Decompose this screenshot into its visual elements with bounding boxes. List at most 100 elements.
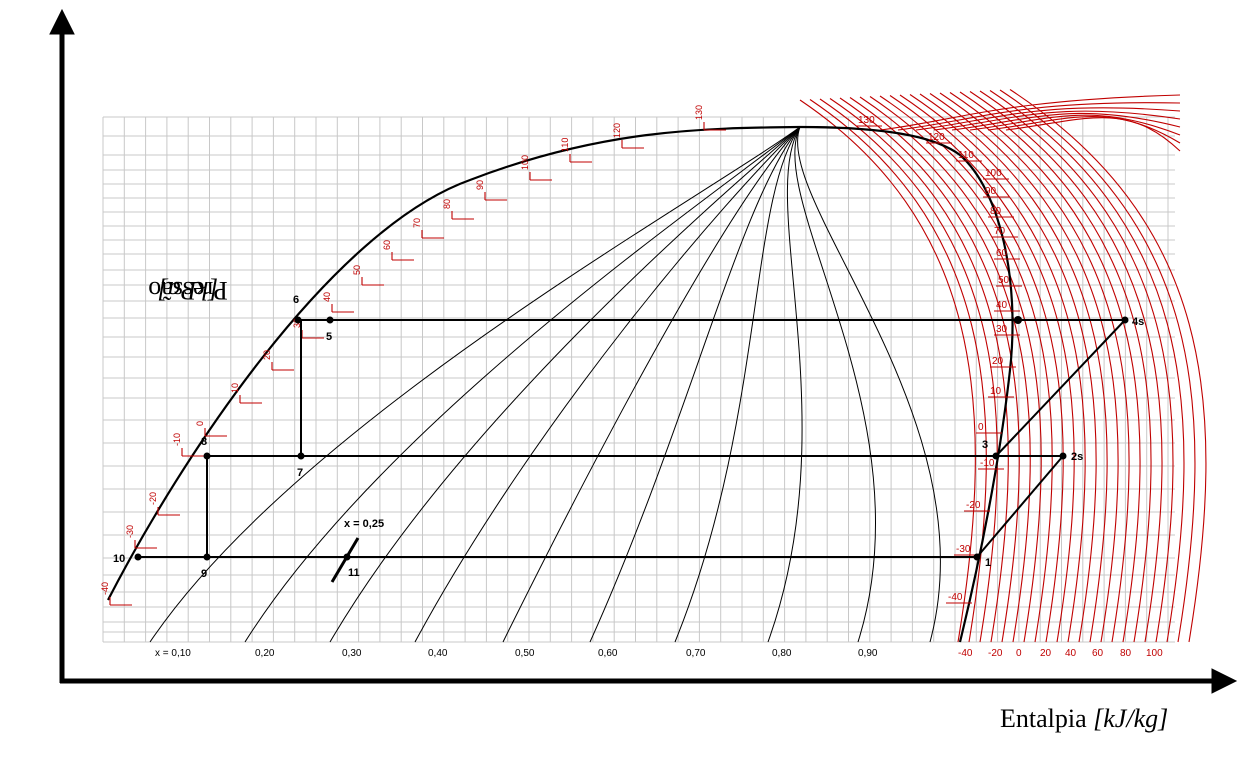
isotherm-curve xyxy=(859,96,1042,643)
vapor-axis-tick-label: 60 xyxy=(1092,648,1104,659)
state-point-marker xyxy=(973,553,981,561)
isotherm-curve xyxy=(933,110,1181,131)
isotherm-curve xyxy=(799,99,976,643)
quality-line xyxy=(244,126,801,643)
liquid-temp-label: 110 xyxy=(560,138,570,152)
vapor-temp-label: 130 xyxy=(858,115,875,126)
saturated-vapor-line xyxy=(799,125,1014,643)
quality-line xyxy=(414,126,801,643)
state-point-label: 5 xyxy=(326,331,332,343)
quality-label: 0,40 xyxy=(428,648,448,659)
liquid-temp-label: 80 xyxy=(442,199,452,209)
state-point-label: 11 xyxy=(348,567,360,579)
quality-label: 0,80 xyxy=(772,648,792,659)
isotherm-curve xyxy=(915,107,1181,131)
isotherm-curve xyxy=(829,98,1009,643)
quality-line xyxy=(589,126,801,643)
y-axis-unit: [kPa] xyxy=(157,276,219,305)
x-axis-arrow xyxy=(1211,668,1238,694)
vapor-temp-axis-labels: -40 -20 0 20 40 60 80 100 xyxy=(958,648,1163,659)
x-axis-label: Entalpia [kJ/kg] xyxy=(1000,704,1168,734)
isotherm-curve xyxy=(987,115,1181,144)
state-point-marker xyxy=(1014,316,1022,324)
quality-line xyxy=(502,126,801,643)
state-point-label: 3 xyxy=(982,439,988,451)
state-point-label: 1 xyxy=(985,557,991,569)
quality-marker-line xyxy=(330,537,360,583)
isotherm-curve xyxy=(951,112,1181,131)
isotherm-curve xyxy=(839,97,1020,643)
axes xyxy=(49,8,1238,694)
state-point-marker xyxy=(992,452,1000,460)
vapor-axis-tick-label: 20 xyxy=(1040,648,1052,659)
isotherm-curve xyxy=(809,99,987,643)
vapor-axis-tick-label: 0 xyxy=(1016,648,1022,659)
liquid-temp-label: 20 xyxy=(262,350,272,360)
vapor-axis-tick-label: -40 xyxy=(958,648,973,659)
state-point-marker xyxy=(203,553,211,561)
isotherm-curve xyxy=(909,94,1097,643)
state-point-label: 6 xyxy=(293,294,299,306)
isotherm-curve xyxy=(959,91,1152,643)
quality-label: x = 0,10 xyxy=(155,648,191,659)
state-point-label: 8 xyxy=(201,436,207,448)
isotherm-curve xyxy=(897,102,1181,131)
isotherm-curve xyxy=(999,89,1196,643)
quality-line xyxy=(794,126,876,643)
isotherm-curve xyxy=(969,114,1181,136)
quality-annotation: x = 0,25 xyxy=(344,518,384,530)
liquid-temperature-ticks: -40-30-20-100102030405060708090100110120… xyxy=(100,105,726,606)
state-point-marker xyxy=(1059,452,1067,460)
compression-1-2s xyxy=(976,455,1064,558)
isotherm-curve xyxy=(919,93,1108,643)
vapor-isotherms xyxy=(799,89,1207,643)
state-point-marker xyxy=(134,553,142,561)
liquid-temp-label: 130 xyxy=(694,105,704,120)
vapor-temp-label: -20 xyxy=(966,500,981,511)
state-point-marker xyxy=(1121,316,1129,324)
vapor-temp-label: 40 xyxy=(996,300,1008,311)
vapor-temp-label: -40 xyxy=(948,592,963,603)
isotherm-curve xyxy=(849,97,1031,643)
vapor-temp-label: 10 xyxy=(990,386,1002,397)
saturation-dome xyxy=(107,125,1014,643)
quality-line xyxy=(674,126,801,643)
vapor-axis-tick-label: -20 xyxy=(988,648,1003,659)
state-point-marker xyxy=(343,553,351,561)
state-point-marker xyxy=(297,452,305,460)
x-axis-unit: [kJ/kg] xyxy=(1093,704,1169,733)
isotherm-curve xyxy=(1009,89,1207,643)
liquid-temp-label: 40 xyxy=(322,292,332,302)
vapor-temp-label: -10 xyxy=(980,458,995,469)
quality-line xyxy=(797,126,941,643)
state-point-label: 7 xyxy=(297,467,303,479)
state-point-label: 10 xyxy=(113,553,125,565)
isotherm-curve xyxy=(899,94,1086,643)
grid xyxy=(102,116,1175,643)
y-axis-arrow xyxy=(49,8,75,35)
isotherm-curve xyxy=(989,90,1185,643)
quality-axis-labels: x = 0,10 0,20 0,30 0,40 0,50 0,60 0,70 0,80 0,90 xyxy=(155,648,878,659)
quality-label: 0,60 xyxy=(598,648,618,659)
saturated-liquid-line xyxy=(107,125,801,601)
liquid-temp-label: -20 xyxy=(148,492,158,505)
vapor-temp-label: 60 xyxy=(996,248,1008,259)
vapor-axis-tick-label: 100 xyxy=(1146,648,1163,659)
vapor-temp-label: 120 xyxy=(928,132,945,143)
quality-line xyxy=(149,126,801,643)
vapor-temp-label: 110 xyxy=(958,150,974,161)
isotherm-curve xyxy=(1005,117,1181,152)
vapor-axis-tick-label: 40 xyxy=(1065,648,1077,659)
quality-line xyxy=(329,126,801,643)
x-axis-title: Entalpia xyxy=(1000,704,1094,733)
vapor-temperature-labels: 1301201101009080706050403020100-10-20-30… xyxy=(856,115,1022,604)
quality-label: 0,20 xyxy=(255,648,275,659)
liquid-temp-label: -10 xyxy=(172,433,182,446)
isotherm-curve xyxy=(979,90,1174,643)
state-points: 1 2s 3 4s 5 6 7 8 9 10 11 xyxy=(113,294,1144,580)
y-axis-label: Pressão [kPa] xyxy=(8,150,227,470)
vapor-temp-label: 90 xyxy=(985,186,997,197)
isotherm-curve xyxy=(879,94,1181,131)
state-point-marker xyxy=(203,452,211,460)
